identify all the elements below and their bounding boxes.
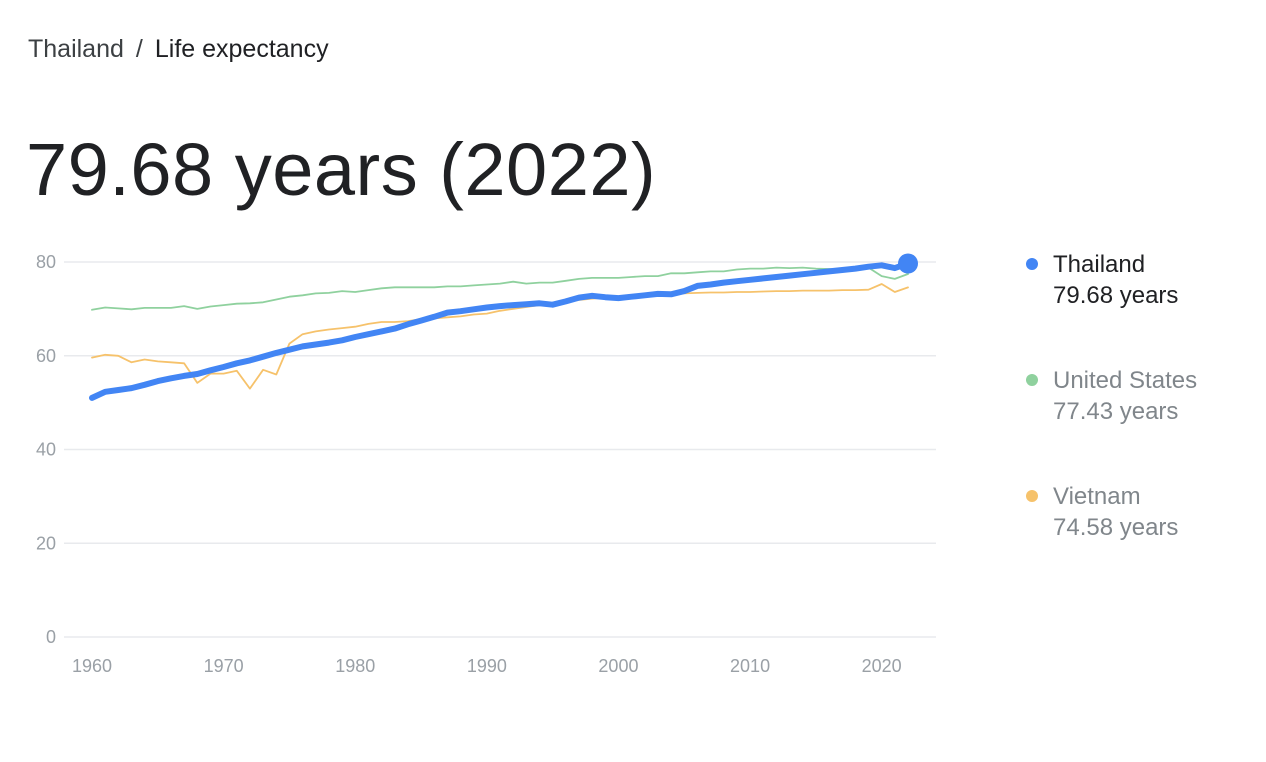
x-tick-label-1960: 1960 [72, 656, 112, 676]
x-tick-label-2020: 2020 [862, 656, 902, 676]
legend-series-value: 77.43 years [1053, 398, 1179, 425]
legend-series-name: United States [1053, 367, 1198, 394]
breadcrumb-country-link[interactable]: Thailand [28, 35, 124, 63]
y-tick-label-40: 40 [36, 440, 56, 460]
legend-series-name: Vietnam [1053, 483, 1141, 510]
y-tick-label-80: 80 [36, 252, 56, 272]
legend-dot-icon [1026, 258, 1038, 270]
chart-gridlines [64, 261, 936, 638]
series-line-united-states [91, 266, 909, 311]
legend-series-value: 79.68 years [1053, 282, 1179, 309]
legend-item-vietnam[interactable]: Vietnam 74.58 years [1026, 482, 1256, 598]
series-line-vietnam [91, 283, 909, 390]
legend-dot-icon [1026, 374, 1038, 386]
x-tick-label-1970: 1970 [204, 656, 244, 676]
x-tick-label-1980: 1980 [335, 656, 375, 676]
series-line-thailand [89, 260, 911, 401]
chart-series [89, 260, 911, 401]
highlight-point-marker [898, 253, 918, 274]
chart-legend: Thailand 79.68 years United States 77.43 ye… [1026, 250, 1256, 598]
y-tick-label-20: 20 [36, 533, 56, 553]
legend-item-united-states[interactable]: United States 77.43 years [1026, 366, 1256, 482]
breadcrumb-current: Life expectancy [154, 35, 329, 63]
legend-series-name: Thailand [1053, 251, 1146, 278]
breadcrumb-separator: / [135, 35, 143, 63]
y-tick-label-60: 60 [36, 346, 56, 366]
x-tick-label-2000: 2000 [598, 656, 638, 676]
legend-dot-icon [1026, 490, 1038, 502]
headline-value: 79.68 years (2022) [26, 128, 657, 211]
x-tick-label-2010: 2010 [730, 656, 770, 676]
chart-highlight [898, 253, 918, 274]
legend-series-value: 74.58 years [1053, 514, 1179, 541]
x-axis-ticks: 1960 1970 1980 1990 2000 2010 2020 [72, 656, 902, 676]
x-tick-label-1990: 1990 [467, 656, 507, 676]
y-axis-ticks: 0 20 40 60 80 [36, 252, 56, 647]
y-tick-label-0: 0 [46, 627, 56, 647]
life-expectancy-chart: 0 20 40 60 80 1960 1970 1980 1990 2000 2010 2020 [36, 252, 936, 676]
legend-item-thailand[interactable]: Thailand 79.68 years [1026, 250, 1256, 366]
breadcrumb: Thailand / Life expectancy [28, 34, 329, 64]
